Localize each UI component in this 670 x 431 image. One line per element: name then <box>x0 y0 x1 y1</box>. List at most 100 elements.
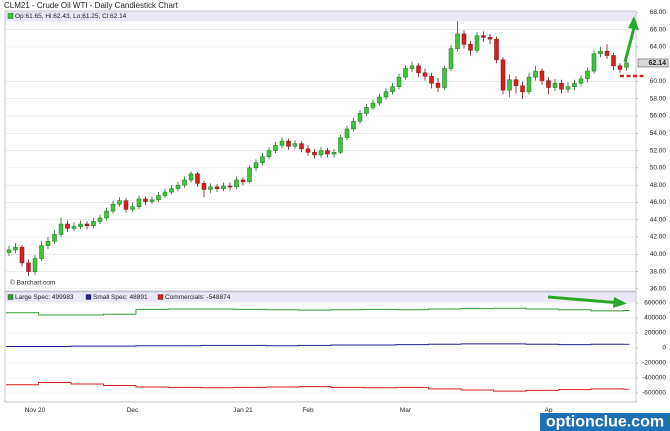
candle-body <box>208 186 213 190</box>
candle-body <box>78 223 83 227</box>
candle-body <box>253 162 259 169</box>
y-tick-label: 42.00 <box>650 234 667 241</box>
candle-body <box>338 137 343 153</box>
candle-body <box>474 35 480 51</box>
candle-body <box>383 91 389 98</box>
candle-body <box>65 223 70 229</box>
candle-body <box>305 148 311 153</box>
y-tick-label: 58.00 <box>650 95 667 102</box>
candle-body <box>390 86 395 93</box>
y-tick-label: 60.00 <box>650 78 667 85</box>
y-tick-label: 56.00 <box>650 113 667 120</box>
legend-swatch <box>7 294 14 300</box>
candle-body <box>598 50 603 55</box>
candle-body <box>357 113 363 122</box>
cot-line <box>6 343 630 347</box>
y-tick-label: 46.00 <box>650 199 667 206</box>
candle-body <box>559 82 564 90</box>
candle-body <box>71 226 77 229</box>
legend-label: Large Spec: 499983 <box>15 294 74 301</box>
candle-body <box>546 80 551 88</box>
candle-body <box>299 143 304 150</box>
candle-body <box>110 203 116 212</box>
candle-body <box>58 223 64 235</box>
candle-body <box>572 82 577 87</box>
candle-body <box>487 37 493 40</box>
candle-body <box>13 247 18 251</box>
y-tick-label: 400000 <box>644 315 666 322</box>
candle-body <box>461 33 467 45</box>
y-tick-label: 68.00 <box>650 9 667 16</box>
candle-body <box>416 65 421 74</box>
candle-body <box>169 188 174 193</box>
candle-body <box>214 186 220 189</box>
last-price-label: 62.14 <box>648 60 666 67</box>
candle-body <box>578 78 584 84</box>
candle-body <box>377 96 382 104</box>
candle-body <box>182 179 187 186</box>
cot-arrow <box>547 295 616 304</box>
candle-body <box>136 198 142 207</box>
candle-body <box>52 234 57 242</box>
candle-body <box>266 150 272 157</box>
last-price-box <box>637 58 669 68</box>
y-tick-label: 48.00 <box>650 182 667 189</box>
candle-body <box>45 241 51 246</box>
candle-body <box>552 82 558 88</box>
candle-body <box>97 217 103 222</box>
legend-swatch <box>157 294 164 300</box>
candle-body <box>585 70 590 80</box>
cot-panel <box>4 291 637 403</box>
candle-body <box>26 262 31 272</box>
candle-body <box>156 195 161 201</box>
candle-body <box>481 35 486 38</box>
candle-body <box>19 247 25 264</box>
candle-body <box>221 185 226 189</box>
candle-body <box>6 249 12 253</box>
candle-body <box>422 72 428 77</box>
legend-swatch <box>85 294 92 300</box>
y-tick-label: 44.00 <box>650 216 667 223</box>
candle-body <box>318 150 324 156</box>
trend-arrow-head <box>628 16 639 30</box>
x-tick-label: Feb <box>302 407 314 414</box>
candle-body <box>364 107 369 114</box>
candle-body <box>201 183 207 190</box>
watermark: optionclue.com <box>546 414 664 431</box>
cot-line <box>6 382 630 392</box>
y-tick-label: 600000 <box>644 300 666 307</box>
candle-body <box>123 200 129 210</box>
candle-body <box>227 185 233 188</box>
y-tick-label: 64.00 <box>650 44 667 51</box>
trend-arrow <box>623 27 636 63</box>
candle-body <box>565 86 571 90</box>
candle-body <box>500 59 506 91</box>
candle-body <box>195 173 200 184</box>
candle-body <box>520 85 525 93</box>
watermark-box <box>540 413 670 431</box>
candle-body <box>494 38 499 61</box>
legend-label: Commercials: -548874 <box>165 294 231 301</box>
marks: 68.00 66.00 64.00 60.00 58.00 56.00 54.00 52.00… <box>5 9 669 414</box>
candle-body <box>279 140 285 146</box>
y-tick-label: 40.00 <box>650 251 667 258</box>
y-tick-label: -400000 <box>642 375 666 382</box>
info-swatch <box>7 13 14 19</box>
candle-body <box>409 65 415 69</box>
candle-body <box>435 82 441 88</box>
y-tick-label: -200000 <box>642 360 666 367</box>
y-tick-label: 52.00 <box>650 147 667 154</box>
candle-body <box>292 143 298 147</box>
candle-body <box>130 206 135 210</box>
candle-body <box>507 79 512 91</box>
candle-body <box>104 210 109 219</box>
candle-body <box>442 68 447 88</box>
x-tick-label: Mar <box>400 407 412 414</box>
y-tick-label: 200000 <box>644 330 666 337</box>
candle-body <box>513 79 519 87</box>
candle-body <box>247 167 252 182</box>
ohlc-info: Op:61.65, Hi:62.43, Lo:61.25, Cl:62.14 <box>15 13 127 20</box>
candle-body <box>331 152 337 155</box>
candle-body <box>175 184 181 189</box>
